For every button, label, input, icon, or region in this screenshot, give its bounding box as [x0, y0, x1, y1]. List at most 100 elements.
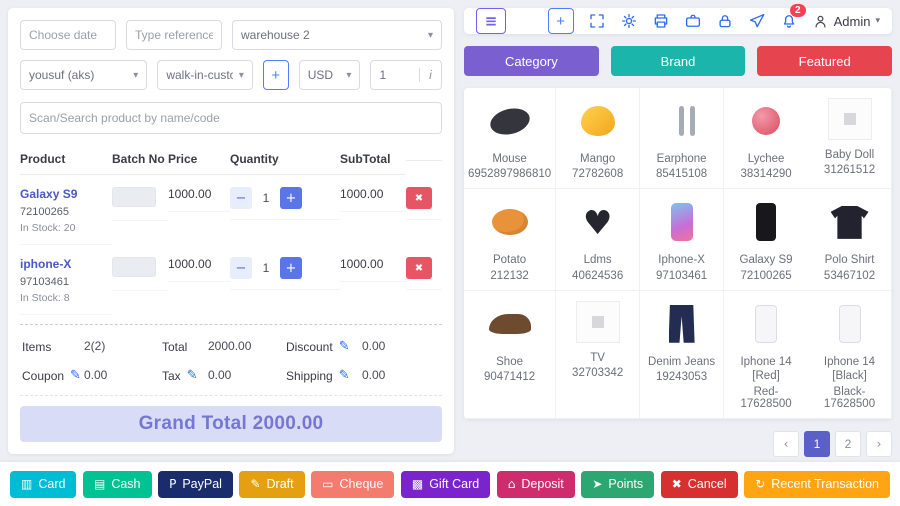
add-customer-button[interactable]: +	[262, 60, 289, 90]
total-label: Total	[162, 339, 188, 354]
cart-product-code: 72100265	[20, 206, 69, 218]
cash-button[interactable]: ▤ Cash	[82, 470, 152, 498]
menu-button[interactable]: ≡	[476, 8, 506, 34]
cart-product-stock: In Stock: 20	[20, 222, 76, 234]
remove-item-button[interactable]: ✖	[406, 257, 432, 279]
decrease-quantity-button[interactable]: −	[230, 257, 252, 279]
page-number-button[interactable]: 1	[804, 430, 830, 457]
product-card[interactable]: Mouse 6952897986810	[464, 88, 557, 190]
recent-transaction-button[interactable]: ↻ Recent Transaction	[744, 470, 890, 498]
paypal-button[interactable]: P PayPal	[158, 470, 233, 498]
cart-product-name[interactable]: iphone-X	[20, 257, 72, 271]
product-card[interactable]: Polo Shirt 53467102	[808, 189, 892, 291]
shoe-image	[468, 301, 551, 347]
payment-button-label: Cash	[111, 477, 141, 491]
product-name: Denim Jeans	[648, 355, 716, 368]
cart-product-code: 97103461	[20, 276, 69, 288]
reference-input[interactable]	[126, 20, 222, 50]
product-card[interactable]: Baby Doll 31261512	[808, 88, 892, 190]
items-value: 2(2)	[84, 339, 106, 353]
product-card[interactable]: Lychee 38314290	[724, 88, 809, 190]
draft-button[interactable]: ✎ Draft	[239, 470, 305, 498]
printer-icon[interactable]	[652, 12, 670, 30]
product-card[interactable]: Galaxy S9 72100265	[724, 189, 809, 291]
items-label: Items	[22, 339, 52, 354]
batch-input[interactable]	[112, 257, 156, 277]
cart-price: 1000.00	[168, 175, 230, 212]
biller-select-value: yousuf (aks)	[29, 68, 95, 82]
edit-shipping-button[interactable]: ✎	[338, 368, 350, 383]
payment-button-label: Recent Transaction	[771, 477, 879, 491]
featured-button[interactable]: Featured	[757, 46, 893, 76]
date-input[interactable]	[20, 20, 116, 50]
product-code: 32703342	[572, 367, 624, 380]
warehouse-select[interactable]: warehouse 2 ▾	[232, 20, 442, 50]
polo-shirt-image	[812, 199, 887, 245]
gift-card-button[interactable]: ▩ Gift Card	[400, 470, 491, 498]
biller-select[interactable]: yousuf (aks) ▾	[20, 60, 148, 90]
briefcase-icon[interactable]	[684, 12, 702, 30]
card-button[interactable]: ▥ Card	[10, 470, 77, 498]
currency-select[interactable]: USD ▾	[298, 60, 361, 90]
brand-button[interactable]: Brand	[610, 46, 746, 76]
add-product-button[interactable]: +	[547, 8, 574, 34]
product-card[interactable]: Ldms 40624536	[556, 189, 641, 291]
next-page-button[interactable]: ›	[866, 430, 892, 457]
product-name: Galaxy S9	[739, 254, 793, 267]
product-code: 72100265	[740, 269, 792, 282]
decrease-quantity-button[interactable]: −	[230, 187, 252, 209]
prev-page-button[interactable]: ‹	[773, 430, 799, 457]
shipping-value: 0.00	[362, 368, 386, 382]
column-header-batch: Batch No	[112, 144, 168, 175]
cheque-button[interactable]: ▭ Cheque	[311, 470, 395, 498]
denim-jeans-image	[644, 301, 719, 347]
settings-gear-icon[interactable]	[620, 12, 638, 30]
product-grid: Mouse 6952897986810 Mango 72782608 Earph…	[464, 88, 892, 419]
edit-discount-button[interactable]: ✎	[338, 339, 350, 354]
chevron-down-icon: ▾	[133, 69, 139, 81]
product-code: 53467102	[823, 269, 876, 282]
increase-quantity-button[interactable]: +	[280, 257, 302, 279]
cart-product-name[interactable]: Galaxy S9	[20, 187, 78, 201]
product-card[interactable]: Shoe 90471412	[464, 290, 557, 419]
category-button[interactable]: Category	[464, 46, 599, 76]
points-button[interactable]: ➤ Points	[581, 470, 655, 498]
cart-product-stock: In Stock: 8	[20, 292, 70, 304]
edit-coupon-button[interactable]: ✎	[70, 368, 81, 383]
send-icon[interactable]	[748, 12, 766, 30]
column-header-product: Product	[20, 144, 112, 175]
lock-icon[interactable]	[716, 12, 734, 30]
product-search-input[interactable]	[20, 102, 442, 134]
remove-item-button[interactable]: ✖	[406, 187, 432, 209]
ldms-image	[560, 199, 635, 245]
cancel-button[interactable]: ✖ Cancel	[660, 470, 738, 498]
product-card[interactable]: Iphone 14 [Red] Red-17628500	[724, 291, 809, 419]
count-input[interactable]: 1 i	[370, 60, 443, 90]
deposit-button[interactable]: ⌂ Deposit	[496, 470, 575, 498]
admin-menu[interactable]: Admin ▾	[812, 13, 880, 30]
product-card[interactable]: Mango 72782608	[556, 88, 641, 190]
increase-quantity-button[interactable]: +	[280, 187, 302, 209]
edit-tax-button[interactable]: ✎	[186, 368, 198, 383]
total-value: 2000.00	[208, 339, 252, 353]
chevron-down-icon: ▾	[346, 69, 352, 81]
batch-input[interactable]	[112, 187, 156, 207]
product-card[interactable]: Iphone 14 [Black] Black-17628500	[808, 290, 892, 419]
product-card[interactable]: Potato 212132	[464, 189, 557, 291]
fullscreen-icon[interactable]	[588, 12, 606, 30]
product-card[interactable]: Earphone 85415108	[640, 88, 725, 190]
product-code: Black-17628500	[823, 385, 876, 410]
cash-icon: ▤	[93, 477, 106, 491]
customer-select[interactable]: walk-in-customer ▾	[157, 60, 253, 90]
earphone-image	[644, 98, 719, 144]
info-icon: i	[419, 68, 441, 82]
currency-select-value: USD	[307, 68, 334, 82]
pos-cart-panel: warehouse 2 ▾ yousuf (aks) ▾ walk-in-cus…	[8, 8, 454, 454]
page-number-button[interactable]: 2	[835, 430, 861, 457]
chevron-down-icon: ▾	[875, 16, 880, 26]
product-card[interactable]: Denim Jeans 19243053	[640, 290, 725, 419]
product-card[interactable]: Iphone-X 97103461	[640, 189, 725, 291]
bell-icon[interactable]	[780, 12, 798, 30]
warehouse-select-value: warehouse 2	[241, 28, 310, 42]
product-card[interactable]: TV 32703342	[556, 290, 641, 419]
